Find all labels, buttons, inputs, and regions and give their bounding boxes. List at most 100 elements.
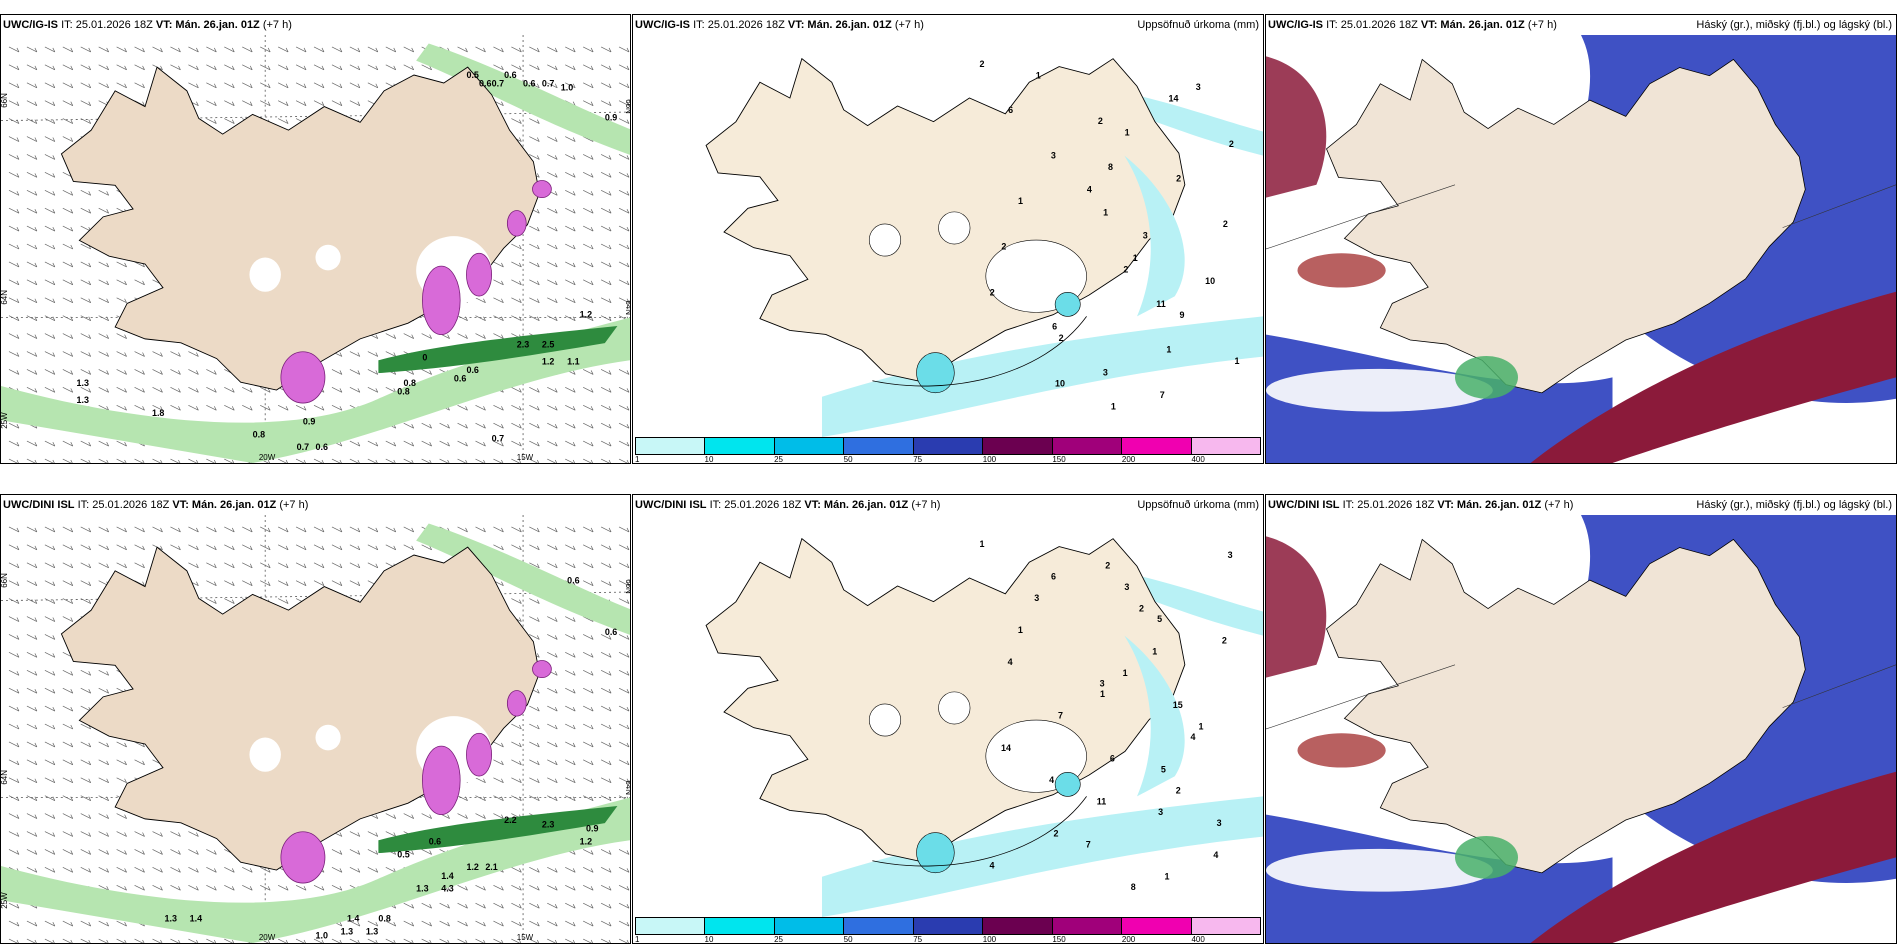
wind-barb [600, 458, 611, 463]
precip-value: 1 [1100, 689, 1105, 699]
wind-barb [529, 46, 540, 53]
wind-barb [511, 867, 522, 873]
wind-barb [80, 261, 92, 268]
gust-label: 1.2 [466, 862, 478, 872]
wind-barb [600, 902, 612, 909]
wind-barb [44, 705, 56, 712]
wind-barb [295, 580, 307, 586]
wind-barb [44, 634, 56, 640]
precip-value: 15 [1173, 700, 1183, 710]
wind-barb [421, 333, 432, 339]
precip-map: 2 1 1 2 2 1 2 4 1 6 7 6 2 2 9 10 14 8 3 11 3 3 3 2 2 1 1 2 1 10 1 [633, 35, 1263, 437]
gust-label: 0.9 [605, 113, 617, 123]
wind-barb [547, 458, 558, 463]
precip-value: 2 [1229, 139, 1234, 149]
wind-barb [565, 759, 576, 766]
wind-barb [242, 387, 253, 393]
wind-barb [529, 243, 540, 250]
wind-barb [600, 759, 612, 766]
precip-blob [532, 180, 552, 199]
wind-barb [511, 458, 522, 463]
wind-barb [600, 687, 612, 694]
wind-barb [80, 526, 92, 533]
colorbar-swatch [774, 438, 845, 454]
wind-barb [62, 46, 74, 53]
wind-barb [331, 404, 343, 411]
wind-barb [547, 867, 558, 873]
wind-barb [493, 279, 504, 286]
wind-barb [26, 777, 38, 784]
wind-barb [116, 813, 127, 819]
wind-barb [547, 544, 558, 551]
iceland-land [1326, 538, 1806, 874]
wind-barb [421, 902, 432, 909]
wind-barb [62, 741, 74, 748]
wind-barb [116, 544, 127, 551]
wind-barb [493, 422, 504, 429]
precip-blob [422, 745, 461, 815]
wind-barb [600, 938, 611, 943]
wind-barb [547, 741, 558, 748]
wind-barb [403, 422, 414, 429]
glacier [315, 724, 341, 751]
wind-barb [26, 759, 38, 766]
init-time: IT: 25.01.2026 18Z [61, 19, 153, 31]
wind-barb [529, 82, 540, 89]
gust-label: 1.2 [542, 357, 554, 367]
wind-barb [600, 580, 612, 586]
wind-barb [188, 404, 199, 411]
wind-barb [116, 261, 127, 268]
wind-barb [116, 369, 127, 375]
wind-barb [367, 369, 379, 375]
wind-barb [618, 387, 630, 393]
precip-value: 2 [1001, 242, 1006, 252]
wind-barb [8, 422, 20, 429]
glacier [315, 244, 341, 271]
gust-area-light [1, 317, 630, 463]
wind-barb [98, 562, 109, 569]
wind-barb [547, 795, 558, 801]
precip-value: 1 [1111, 402, 1116, 412]
wind-barb [385, 867, 397, 873]
colorbar-tick: 150 [1052, 455, 1066, 464]
wind-barb [8, 723, 20, 730]
wind-barb [170, 831, 181, 837]
wind-barb [529, 422, 540, 429]
wind-barb [242, 404, 253, 411]
wind-barb [529, 64, 540, 71]
wind-barb [152, 849, 163, 855]
wind-barb [618, 884, 630, 891]
wind-barb [224, 82, 235, 89]
wind-barb [44, 333, 56, 339]
panel-precip-row1: UWC/IG-IS IT: 25.01.2026 18Z VT: Mán. 26… [632, 14, 1264, 464]
valid-time: VT: Mán. 26.jan. 01Z [1437, 499, 1542, 511]
wind-barb [582, 938, 594, 943]
valid-time: VT: Mán. 26.jan. 01Z [804, 499, 909, 511]
wind-barb [44, 279, 56, 286]
wind-barb [547, 777, 558, 784]
wind-barb [116, 884, 127, 891]
wind-barb [152, 351, 163, 357]
wind-barb [44, 207, 56, 214]
wind-barb [331, 526, 343, 533]
wind-barb [475, 422, 486, 429]
wind-barb [421, 458, 432, 463]
precip-area [1124, 155, 1185, 317]
wind-barb [565, 544, 576, 551]
wind-barb [511, 118, 522, 124]
wind-barb [457, 46, 468, 53]
gust-area-strong [378, 806, 618, 854]
wind-barb [618, 64, 630, 71]
wind-barb [600, 297, 612, 304]
wind-barb [26, 100, 38, 106]
colorbar-tick: 25 [774, 935, 784, 944]
wind-barb [98, 440, 109, 447]
wind-barb [547, 634, 558, 640]
wind-barb [26, 351, 38, 357]
wind-barb [80, 279, 92, 286]
wind-barb [511, 741, 522, 748]
wind-barb [313, 100, 325, 106]
wind-barb [170, 867, 181, 873]
wind-barb [62, 867, 74, 873]
wind-barb [600, 82, 612, 89]
